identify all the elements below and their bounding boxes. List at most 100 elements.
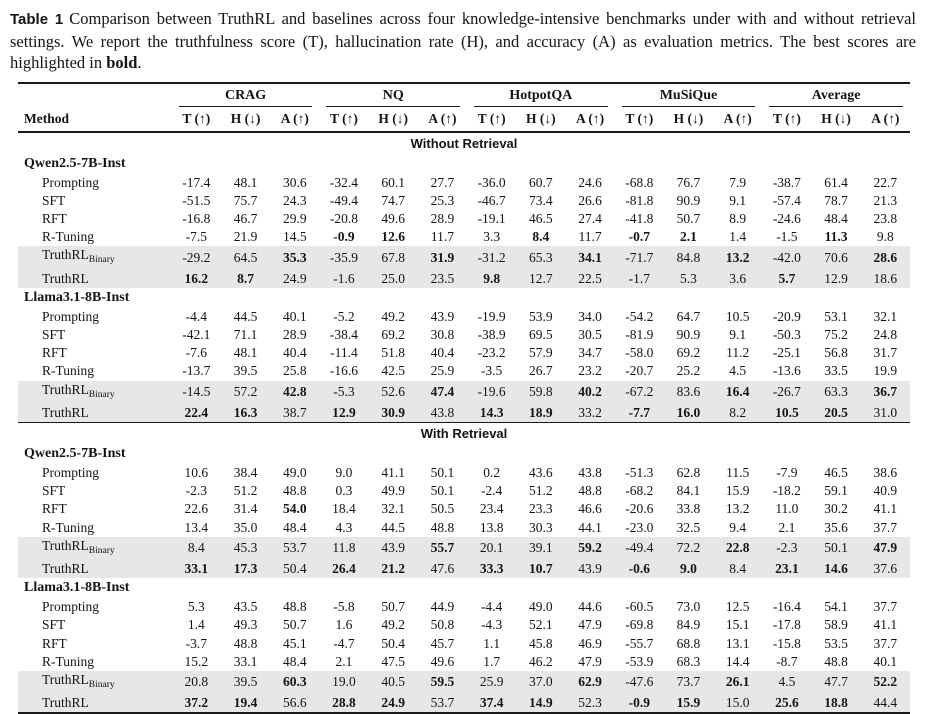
value-cell: -68.2 xyxy=(615,482,664,500)
value-cell: 10.6 xyxy=(172,464,221,482)
value-cell: -23.2 xyxy=(467,344,516,362)
value-cell: -23.0 xyxy=(615,519,664,537)
value-cell: 25.2 xyxy=(664,362,713,380)
value-cell: -20.6 xyxy=(615,500,664,518)
value-cell: 40.2 xyxy=(565,381,614,404)
value-cell: 45.1 xyxy=(270,635,319,653)
metric-header: A (↑) xyxy=(270,107,319,132)
value-cell: 51.8 xyxy=(369,344,418,362)
value-cell: 84.8 xyxy=(664,246,713,269)
value-cell: 10.5 xyxy=(762,404,811,423)
value-cell: 50.7 xyxy=(270,616,319,634)
value-cell: 50.1 xyxy=(811,537,860,560)
metric-header: H (↓) xyxy=(221,107,270,132)
value-cell: 15.1 xyxy=(713,616,762,634)
value-cell: -4.4 xyxy=(467,598,516,616)
value-cell: 44.5 xyxy=(369,519,418,537)
value-cell: 75.2 xyxy=(811,326,860,344)
value-cell: 13.2 xyxy=(713,500,762,518)
value-cell: 1.1 xyxy=(467,635,516,653)
value-cell: 57.2 xyxy=(221,381,270,404)
value-cell: 31.0 xyxy=(861,404,910,423)
value-cell: 50.4 xyxy=(270,560,319,578)
value-cell: 9.0 xyxy=(664,560,713,578)
caption-label: Table 1 xyxy=(10,11,63,28)
value-cell: 62.8 xyxy=(664,464,713,482)
value-cell: 11.7 xyxy=(565,228,614,246)
value-cell: 44.5 xyxy=(221,308,270,326)
value-cell: -26.7 xyxy=(762,381,811,404)
group-header-nq: NQ xyxy=(319,83,467,107)
value-cell: 39.1 xyxy=(516,537,565,560)
value-cell: 0.2 xyxy=(467,464,516,482)
corner-cell xyxy=(18,83,172,107)
value-cell: 43.9 xyxy=(565,560,614,578)
value-cell: 44.4 xyxy=(861,694,910,713)
value-cell: 4.5 xyxy=(762,671,811,694)
value-cell: -2.4 xyxy=(467,482,516,500)
value-cell: 71.1 xyxy=(221,326,270,344)
value-cell: 0.3 xyxy=(319,482,368,500)
value-cell: -18.2 xyxy=(762,482,811,500)
value-cell: 40.1 xyxy=(861,653,910,671)
value-cell: 18.4 xyxy=(319,500,368,518)
value-cell: -19.1 xyxy=(467,210,516,228)
value-cell: -3.7 xyxy=(172,635,221,653)
value-cell: 68.3 xyxy=(664,653,713,671)
value-cell: 47.9 xyxy=(565,653,614,671)
metric-header: T (↑) xyxy=(467,107,516,132)
method-cell: Prompting xyxy=(18,598,172,616)
value-cell: 3.3 xyxy=(467,228,516,246)
value-cell: 4.5 xyxy=(713,362,762,380)
value-cell: -50.3 xyxy=(762,326,811,344)
value-cell: 11.7 xyxy=(418,228,467,246)
value-cell: 28.9 xyxy=(418,210,467,228)
value-cell: -81.9 xyxy=(615,326,664,344)
value-cell: 51.2 xyxy=(516,482,565,500)
value-cell: 26.4 xyxy=(319,560,368,578)
method-header: Method xyxy=(18,107,172,132)
value-cell: 28.6 xyxy=(861,246,910,269)
value-cell: -42.1 xyxy=(172,326,221,344)
metric-header: A (↑) xyxy=(418,107,467,132)
model-header: Qwen2.5-7B-Inst xyxy=(18,154,910,174)
value-cell: 20.1 xyxy=(467,537,516,560)
value-cell: 9.1 xyxy=(713,326,762,344)
value-cell: 16.3 xyxy=(221,404,270,423)
method-subscript: Binary xyxy=(89,546,115,556)
value-cell: 13.2 xyxy=(713,246,762,269)
method-cell: RFT xyxy=(18,344,172,362)
value-cell: 47.6 xyxy=(418,560,467,578)
value-cell: -11.4 xyxy=(319,344,368,362)
value-cell: -2.3 xyxy=(762,537,811,560)
value-cell: 24.9 xyxy=(369,694,418,713)
value-cell: 37.7 xyxy=(861,519,910,537)
value-cell: 34.0 xyxy=(565,308,614,326)
value-cell: 28.8 xyxy=(319,694,368,713)
method-cell: TruthRLBinary xyxy=(18,537,172,560)
value-cell: 48.8 xyxy=(270,482,319,500)
value-cell: 69.2 xyxy=(369,326,418,344)
value-cell: 58.9 xyxy=(811,616,860,634)
value-cell: 48.8 xyxy=(270,598,319,616)
value-cell: 40.1 xyxy=(270,308,319,326)
value-cell: -5.3 xyxy=(319,381,368,404)
value-cell: -42.0 xyxy=(762,246,811,269)
value-cell: 2.1 xyxy=(762,519,811,537)
value-cell: 15.9 xyxy=(664,694,713,713)
method-subscript: Binary xyxy=(89,390,115,400)
value-cell: 64.5 xyxy=(221,246,270,269)
value-cell: 90.9 xyxy=(664,192,713,210)
method-cell: TruthRLBinary xyxy=(18,246,172,269)
value-cell: 38.7 xyxy=(270,404,319,423)
metric-header: A (↑) xyxy=(713,107,762,132)
